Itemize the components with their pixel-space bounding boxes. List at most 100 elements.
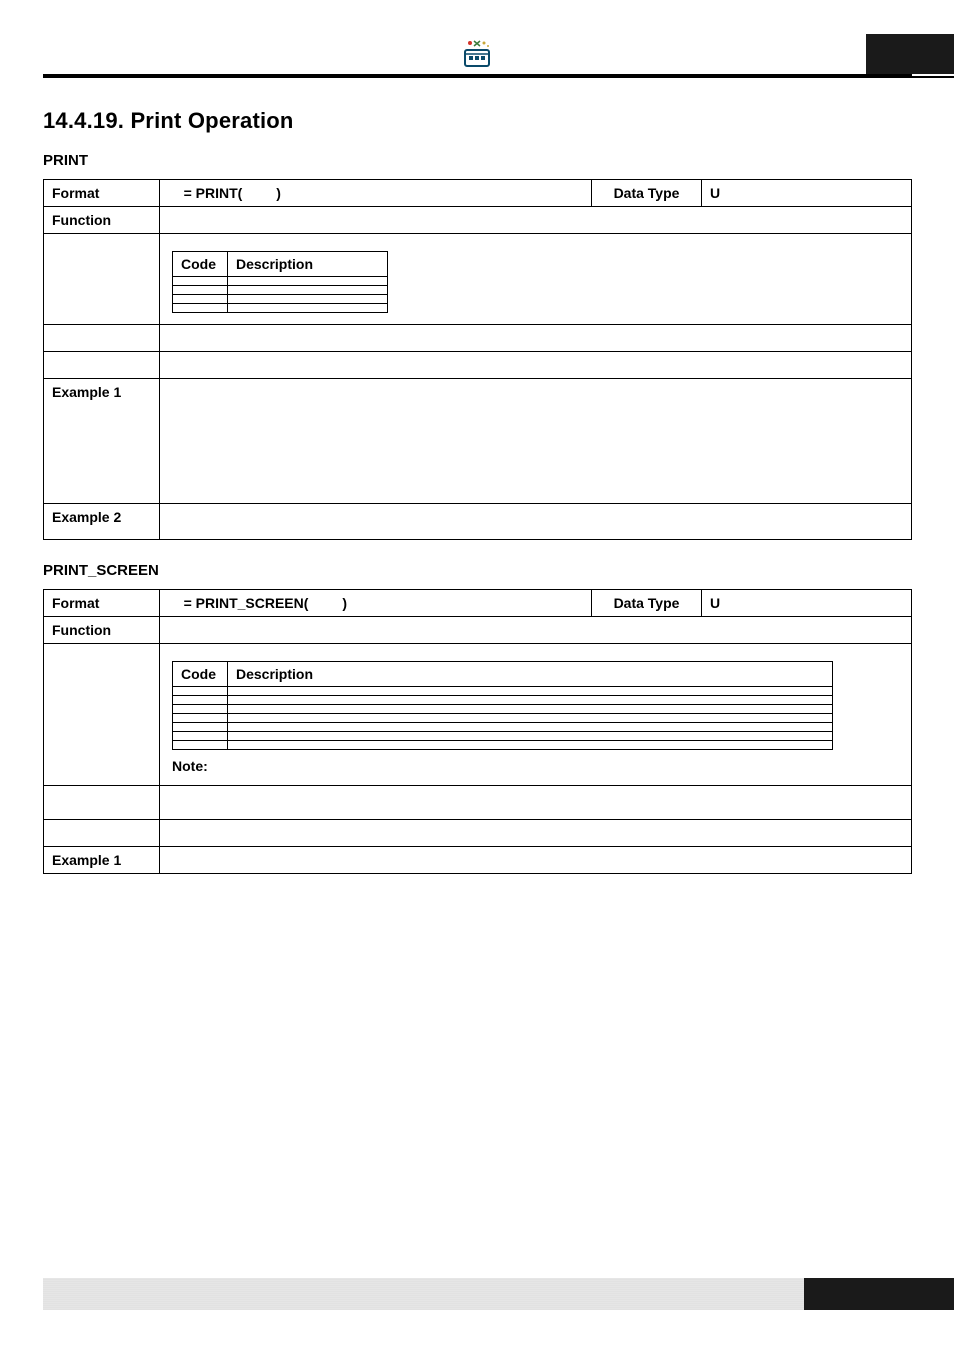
table-row [44, 786, 912, 820]
codes-header-code: Code [173, 662, 228, 687]
example1-value [160, 379, 912, 504]
table-row [173, 277, 388, 286]
page-header [0, 0, 954, 78]
desc-cell [228, 723, 833, 732]
datatype-value: U [702, 590, 912, 617]
empty-cell [160, 325, 912, 352]
print-heading: PRINT [43, 152, 912, 169]
format-label: Format [44, 590, 160, 617]
empty-label [44, 325, 160, 352]
table-row [173, 741, 833, 750]
format-value: = PRINT_SCREEN() [160, 590, 592, 617]
function-label: Function [44, 617, 160, 644]
desc-cell [228, 714, 833, 723]
header-black-tab [866, 34, 954, 74]
format-value: = PRINT() [160, 180, 592, 207]
empty-label [44, 352, 160, 379]
header-rule [43, 74, 912, 78]
desc-cell [228, 295, 388, 304]
table-row [173, 732, 833, 741]
datatype-value: U [702, 180, 912, 207]
footer-black-tab [804, 1278, 954, 1310]
table-row [173, 714, 833, 723]
table-row [173, 295, 388, 304]
section-number: 14.4.19. [43, 108, 124, 133]
codes-label-cell [44, 234, 160, 325]
empty-cell [160, 820, 912, 847]
section-name: Print Operation [130, 108, 293, 133]
table-row: Example 1 [44, 847, 912, 874]
table-row: Code Description [173, 662, 833, 687]
desc-cell [228, 741, 833, 750]
table-row [44, 820, 912, 847]
format-label: Format [44, 180, 160, 207]
codes-cell: Code Description Note: [160, 644, 912, 786]
desc-cell [228, 696, 833, 705]
code-cell [173, 723, 228, 732]
table-row: Function [44, 207, 912, 234]
table-row [44, 325, 912, 352]
code-cell [173, 696, 228, 705]
desc-cell [228, 705, 833, 714]
code-cell [173, 286, 228, 295]
table-row [173, 304, 388, 313]
example1-value [160, 847, 912, 874]
code-cell [173, 741, 228, 750]
table-row: Code Description [44, 234, 912, 325]
code-cell [173, 732, 228, 741]
section-title: 14.4.19. Print Operation [43, 108, 912, 134]
print-table: Format = PRINT() Data Type U Function [43, 179, 912, 540]
function-value [160, 617, 912, 644]
table-row: Code Description [173, 252, 388, 277]
empty-cell [160, 352, 912, 379]
page: 14.4.19. Print Operation PRINT Format = … [0, 0, 954, 1350]
print-screen-codes-table: Code Description [172, 661, 833, 750]
example1-label: Example 1 [44, 379, 160, 504]
content-area: 14.4.19. Print Operation PRINT Format = … [0, 78, 954, 874]
code-cell [173, 705, 228, 714]
table-row [173, 696, 833, 705]
print-screen-heading: PRINT_SCREEN [43, 562, 912, 579]
function-label: Function [44, 207, 160, 234]
table-row [44, 352, 912, 379]
table-row [173, 705, 833, 714]
datatype-label: Data Type [592, 590, 702, 617]
code-cell [173, 687, 228, 696]
example1-label: Example 1 [44, 847, 160, 874]
table-row: Example 2 [44, 504, 912, 540]
desc-cell [228, 277, 388, 286]
note-label: Note: [172, 750, 899, 774]
function-value [160, 207, 912, 234]
logo-icon [462, 38, 492, 73]
code-cell [173, 277, 228, 286]
table-row [173, 286, 388, 295]
table-row [173, 723, 833, 732]
codes-label-cell [44, 644, 160, 786]
codes-cell: Code Description [160, 234, 912, 325]
empty-label [44, 786, 160, 820]
table-row: Format = PRINT_SCREEN() Data Type U [44, 590, 912, 617]
codes-header-desc: Description [228, 252, 388, 277]
code-cell [173, 714, 228, 723]
codes-header-code: Code [173, 252, 228, 277]
desc-cell [228, 286, 388, 295]
table-row: Code Description Note: [44, 644, 912, 786]
code-cell [173, 295, 228, 304]
datatype-label: Data Type [592, 180, 702, 207]
print-codes-table: Code Description [172, 251, 388, 313]
desc-cell [228, 304, 388, 313]
table-row: Format = PRINT() Data Type U [44, 180, 912, 207]
empty-label [44, 820, 160, 847]
print-screen-table: Format = PRINT_SCREEN() Data Type U Func… [43, 589, 912, 874]
example2-label: Example 2 [44, 504, 160, 540]
desc-cell [228, 687, 833, 696]
table-row: Function [44, 617, 912, 644]
example2-value [160, 504, 912, 540]
empty-cell [160, 786, 912, 820]
codes-header-desc: Description [228, 662, 833, 687]
footer-grey-bar [43, 1278, 912, 1310]
page-footer [0, 1278, 954, 1310]
table-row: Example 1 [44, 379, 912, 504]
desc-cell [228, 732, 833, 741]
table-row [173, 687, 833, 696]
